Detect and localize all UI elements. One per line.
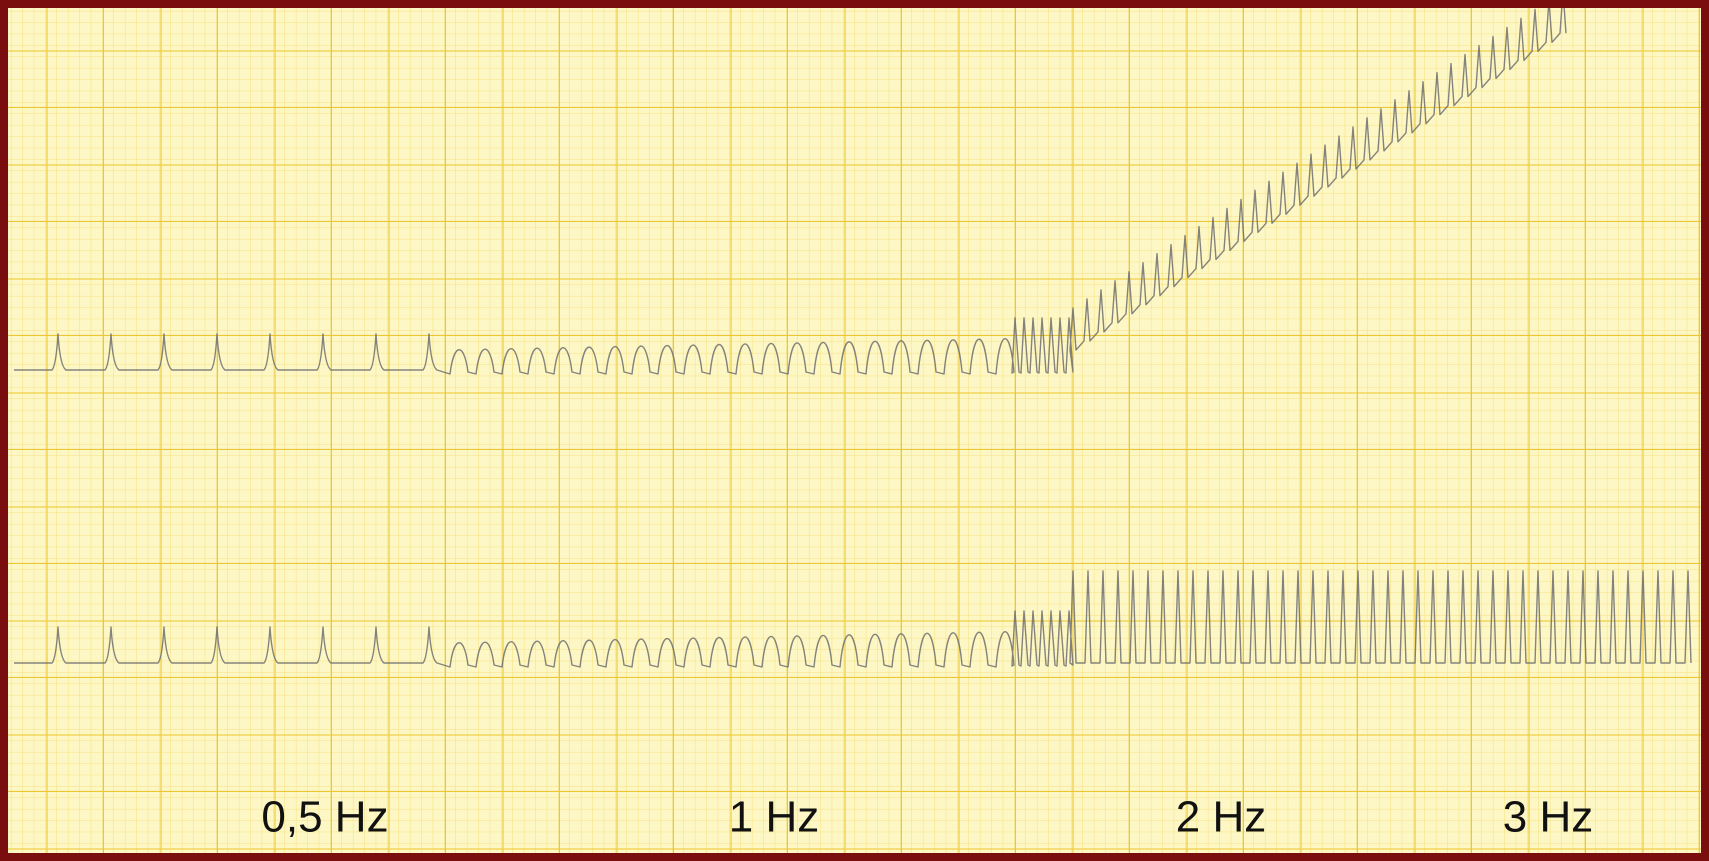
frequency-label: 1 Hz [729, 793, 819, 842]
major-grid [0, 0, 1709, 861]
frequency-label: 3 Hz [1503, 793, 1593, 842]
frequency-label: 2 Hz [1176, 793, 1266, 842]
chart-recording: 0,5 Hz 1 Hz 2 Hz 3 Hz [0, 0, 1709, 861]
frequency-label: 0,5 Hz [261, 793, 388, 842]
